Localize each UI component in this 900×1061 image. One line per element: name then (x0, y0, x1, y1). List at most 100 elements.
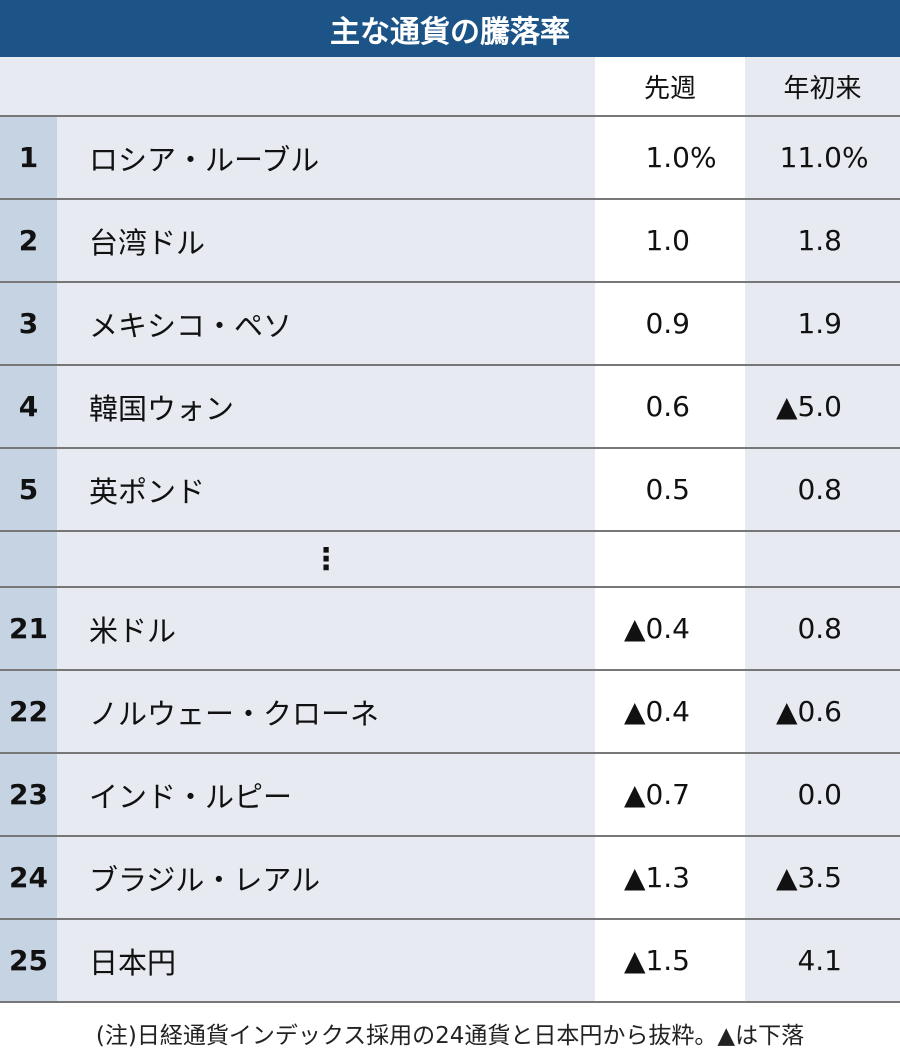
currency-name-cell-text: 米ドル (89, 613, 177, 648)
rank-cell: 25 (0, 920, 57, 1001)
currency-name-cell: 英ポンド (57, 449, 595, 530)
rank-cell-text: 5 (18, 473, 39, 506)
currency-name-cell-text: メキシコ・ペソ (89, 308, 293, 343)
week-change-cell: ▲1.5 (595, 920, 745, 1001)
currency-name-cell: 米ドル (57, 588, 595, 669)
ytd-change-cell-text: 0.8 (797, 612, 842, 645)
rank-cell-text: 2 (18, 224, 39, 257)
ellipsis-ytd (745, 532, 900, 586)
rank-cell: 23 (0, 754, 57, 835)
currency-name-cell: メキシコ・ペソ (57, 283, 595, 364)
currency-name-cell: インド・ルピー (57, 754, 595, 835)
rank-cell-text: 3 (18, 307, 39, 340)
currency-name-cell: 台湾ドル (57, 200, 595, 281)
week-change-cell-text: 0.9 (645, 307, 690, 340)
table-row: 5 英ポンド 0.5 0.8 (0, 449, 900, 532)
rank-cell: 3 (0, 283, 57, 364)
ytd-change-cell: 11.0% (745, 117, 900, 198)
rank-cell: 21 (0, 588, 57, 669)
table-row: 24 ブラジル・レアル ▲1.3 ▲3.5 (0, 837, 900, 920)
currency-name-cell-text: 台湾ドル (89, 225, 206, 260)
week-change-cell: 0.5 (595, 449, 745, 530)
week-change-cell-text: ▲1.3 (623, 861, 690, 894)
rank-cell: 2 (0, 200, 57, 281)
rank-cell-text: 21 (9, 612, 48, 645)
week-change-cell-text: ▲0.7 (623, 778, 690, 811)
ytd-change-cell: 0.8 (745, 449, 900, 530)
ytd-change-cell-text: 1.9 (797, 307, 842, 340)
week-change-cell: 0.9 (595, 283, 745, 364)
ytd-change-cell-text: ▲3.5 (775, 861, 842, 894)
week-change-cell-text: ▲1.5 (623, 944, 690, 977)
table-row: 3 メキシコ・ペソ 0.9 1.9 (0, 283, 900, 366)
ytd-change-cell: 4.1 (745, 920, 900, 1001)
table-row: 25 日本円 ▲1.5 4.1 (0, 920, 900, 1003)
chart-title: 主な通貨の騰落率 (0, 0, 900, 57)
rank-cell: 1 (0, 117, 57, 198)
rank-cell-text: 24 (9, 861, 48, 894)
table-row: 4 韓国ウォン 0.6 ▲5.0 (0, 366, 900, 449)
ellipsis-rank (0, 532, 57, 586)
table-row: 23 インド・ルピー ▲0.7 0.0 (0, 754, 900, 837)
ytd-change-cell: 0.0 (745, 754, 900, 835)
rank-cell-text: 1 (18, 141, 39, 174)
week-change-cell: 1.0 (595, 200, 745, 281)
ytd-change-cell: ▲0.6 (745, 671, 900, 752)
ellipsis-row: ⋮ (0, 532, 900, 588)
rank-cell-text: 4 (18, 390, 39, 423)
week-change-cell-text: 0.5 (645, 473, 690, 506)
ytd-change-cell: ▲5.0 (745, 366, 900, 447)
currency-name-cell-text: インド・ルピー (89, 779, 293, 814)
week-change-cell: 0.6 (595, 366, 745, 447)
currency-name-cell-text: ブラジル・レアル (89, 862, 321, 897)
header-ytd: 年初来 (745, 57, 900, 115)
table-row: 1 ロシア・ルーブル 1.0% 11.0% (0, 117, 900, 200)
ytd-change-cell-text: ▲0.6 (775, 695, 842, 728)
footnote: (注)日経通貨インデックス採用の24通貨と日本円から抜粋。▲は下落 (95, 1023, 805, 1049)
week-change-cell: ▲0.7 (595, 754, 745, 835)
currency-name-cell: ノルウェー・クローネ (57, 671, 595, 752)
week-change-cell-text: ▲0.4 (623, 612, 690, 645)
currency-name-cell-text: ノルウェー・クローネ (89, 696, 380, 731)
ellipsis-mark-text: ⋮ (311, 541, 341, 577)
ytd-change-cell-text: 11.0 (779, 141, 842, 174)
rank-cell: 4 (0, 366, 57, 447)
header-week: 先週 (595, 57, 745, 115)
week-change-cell: 1.0% (595, 117, 745, 198)
rank-cell: 24 (0, 837, 57, 918)
currency-table: 先週 年初来 1 ロシア・ルーブル 1.0% 11.0% 2 台湾ドル 1.0 1.8 3 メキシ… (0, 57, 900, 1003)
currency-name-cell-text: ロシア・ルーブル (89, 142, 320, 177)
ellipsis-mark: ⋮ (57, 532, 595, 586)
week-change-cell: ▲0.4 (595, 588, 745, 669)
header-rank (0, 57, 57, 115)
rank-cell-text: 25 (9, 944, 48, 977)
ytd-change-cell: 1.8 (745, 200, 900, 281)
ytd-change-cell: 0.8 (745, 588, 900, 669)
currency-name-cell: ブラジル・レアル (57, 837, 595, 918)
week-change-cell-text: 1.0 (645, 141, 690, 174)
ytd-change-cell-text: 0.8 (797, 473, 842, 506)
ellipsis-week (595, 532, 745, 586)
table-row: 21 米ドル ▲0.4 0.8 (0, 588, 900, 671)
currency-name-cell-text: 韓国ウォン (89, 391, 235, 426)
table-header-row: 先週 年初来 (0, 57, 900, 117)
rank-cell: 5 (0, 449, 57, 530)
week-change-cell-text: ▲0.4 (623, 695, 690, 728)
rank-cell: 22 (0, 671, 57, 752)
currency-name-cell: ロシア・ルーブル (57, 117, 595, 198)
table-row: 2 台湾ドル 1.0 1.8 (0, 200, 900, 283)
ytd-change-cell-text: 4.1 (797, 944, 842, 977)
currency-name-cell-text: 英ポンド (89, 474, 206, 509)
currency-name-cell: 日本円 (57, 920, 595, 1001)
week-change-cell-text: 1.0 (645, 224, 690, 257)
ytd-change-cell-text: 1.8 (797, 224, 842, 257)
week-change-cell: ▲0.4 (595, 671, 745, 752)
currency-name-cell: 韓国ウォン (57, 366, 595, 447)
ytd-change-cell-text: ▲5.0 (775, 390, 842, 423)
week-change-cell-text: 0.6 (645, 390, 690, 423)
week-change-cell: ▲1.3 (595, 837, 745, 918)
header-name (57, 57, 595, 115)
ytd-change-cell-text: 0.0 (797, 778, 842, 811)
rank-cell-text: 22 (9, 695, 48, 728)
ytd-change-cell: ▲3.5 (745, 837, 900, 918)
